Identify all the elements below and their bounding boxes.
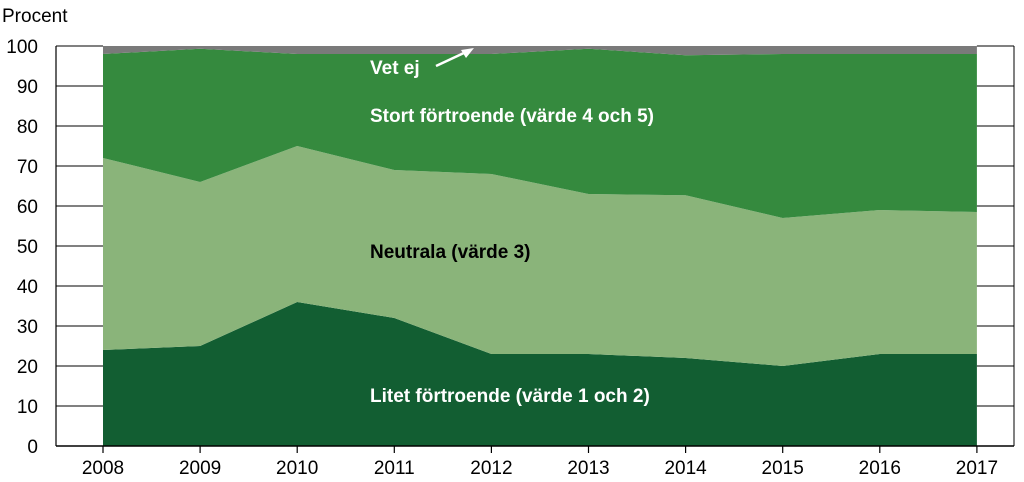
y-tick-label-60: 60 xyxy=(17,197,38,218)
y-axis-label: Procent xyxy=(2,6,68,27)
x-tick-label-2012: 2012 xyxy=(470,458,512,479)
y-tick-label-40: 40 xyxy=(17,277,38,298)
x-tick-label-2017: 2017 xyxy=(956,458,998,479)
x-tick-label-2010: 2010 xyxy=(276,458,318,479)
annotation-neutrala: Neutrala (värde 3) xyxy=(370,242,531,263)
x-tick-label-2011: 2011 xyxy=(374,458,415,479)
annotation-litet-fortroende: Litet förtroende (värde 1 och 2) xyxy=(370,386,650,407)
area-series-1 xyxy=(103,146,977,366)
y-tick-label-50: 50 xyxy=(17,237,38,258)
y-tick-label-80: 80 xyxy=(17,117,38,138)
y-tick-label-20: 20 xyxy=(17,357,38,378)
annotation-vet-ej: Vet ej xyxy=(370,58,420,79)
area-series-2 xyxy=(103,48,977,218)
x-tick-label-2013: 2013 xyxy=(567,458,609,479)
annotation-arrow-line xyxy=(435,50,467,68)
area-series-0 xyxy=(103,302,977,446)
y-tick-label-70: 70 xyxy=(17,157,38,178)
y-tick-label-10: 10 xyxy=(17,397,38,418)
annotation-arrow-head xyxy=(461,48,474,58)
x-tick-label-2015: 2015 xyxy=(762,458,804,479)
x-tick-label-2014: 2014 xyxy=(664,458,707,479)
x-tick-label-2008: 2008 xyxy=(82,458,124,479)
area-series-3 xyxy=(103,46,977,56)
y-tick-label-0: 0 xyxy=(27,437,38,458)
y-tick-label-30: 30 xyxy=(17,317,38,338)
y-tick-label-90: 90 xyxy=(17,77,38,98)
x-tick-label-2009: 2009 xyxy=(179,458,221,479)
annotation-stort-fortroende: Stort förtroende (värde 4 och 5) xyxy=(370,106,654,127)
x-tick-label-2016: 2016 xyxy=(859,458,901,479)
y-tick-label-100: 100 xyxy=(6,37,38,58)
